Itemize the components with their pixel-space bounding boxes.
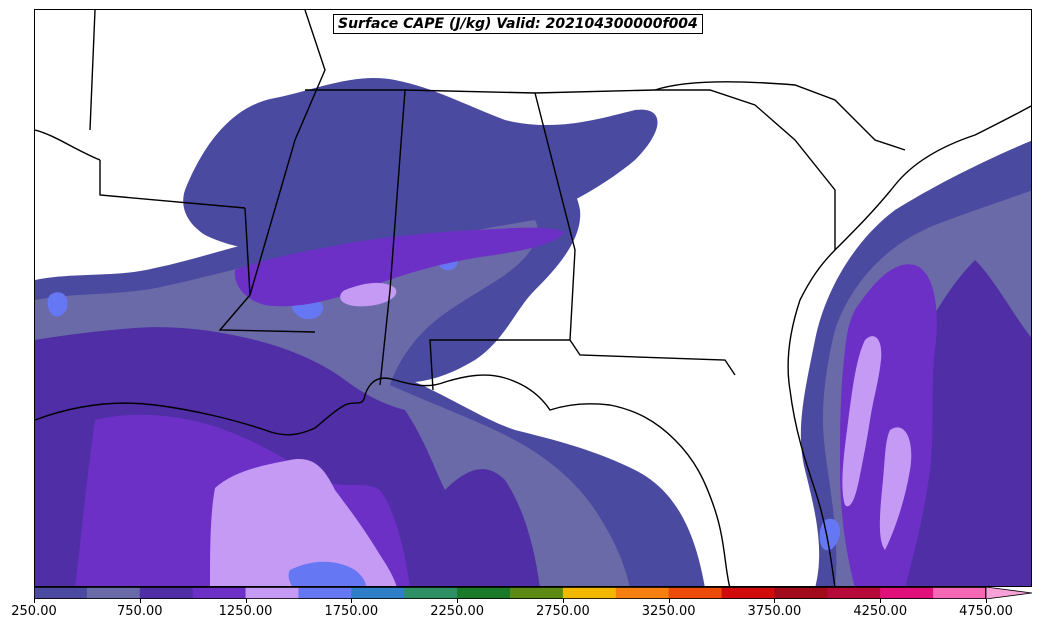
colorbar-tick [139,599,141,603]
colorbar-segment [510,587,564,599]
colorbar-segment [192,587,247,599]
colorbar-tick [562,599,564,603]
west-vertical [89,10,96,131]
colorbar-segment [457,587,511,599]
colorbar-segment [615,587,670,599]
colorbar-tick [986,599,987,603]
state-lines-west [35,129,251,296]
state-lines-al [404,89,576,391]
cape-region-gulf-l5 [210,459,397,586]
colorbar-tick [668,599,670,603]
colorbar-segment [933,587,987,599]
state-lines-ms [218,89,406,386]
colorbar-tick [34,599,35,603]
atlantic-coastline [787,105,1031,586]
cape-region-west-l6 [47,292,68,317]
colorbar-tick-label: 1750.00 [324,604,379,619]
colorbar-segment [404,587,458,599]
cape-region-atlantic-l5b [879,427,912,550]
colorbar-tick-label: 3250.00 [641,604,696,619]
colorbar-tick-label: 4250.00 [853,604,908,619]
colorbar-segment [721,587,775,599]
colorbar [34,587,1033,599]
colorbar-segment [86,587,141,599]
colorbar-tick [351,599,353,603]
colorbar-tick-label: 750.00 [117,604,163,619]
cape-region-band-l1 [183,77,658,252]
state-lines-tn [249,10,326,296]
cape-fills [35,77,1031,586]
map-panel: Surface CAPE (J/kg) Valid: 202104300000f… [34,9,1032,587]
map-title: Surface CAPE (J/kg) Valid: 202104300000f… [333,14,703,34]
gulf-coastline [35,374,731,586]
colorbar-segment [562,587,617,599]
cape-region-gulf-l6 [288,561,366,586]
colorbar-tick [880,599,882,603]
colorbar-segment [351,587,405,599]
colorbar-tick-label: 1250.00 [218,604,273,619]
boundaries [35,10,1031,586]
colorbar-tick-label: 3750.00 [747,604,802,619]
colorbar-extend-arrow [985,587,1033,599]
state-lines-north [654,81,906,151]
colorbar-segment [298,587,352,599]
cape-region-atlantic-l5 [842,336,882,507]
cape-map [35,10,1031,586]
colorbar-outline [34,587,986,599]
colorbar-tick-label: 2250.00 [430,604,484,619]
colorbar-tick [457,599,459,603]
colorbar-tick [774,599,776,603]
colorbar-segment [827,587,881,599]
colorbar-segment [880,587,934,599]
colorbar-segment [245,587,299,599]
colorbar-tick-label: 250.00 [11,604,57,619]
colorbar-tick-label: 2750.00 [535,604,590,619]
cape-region-band-l5 [340,282,397,307]
colorbar-segment [668,587,723,599]
cape-region-band-l4 [234,227,565,307]
colorbar-tick [245,599,247,603]
colorbar-segment [139,587,194,599]
colorbar-tick-label: 4750.00 [959,604,1013,619]
colorbar-segment [34,587,88,599]
colorbar-segment [774,587,828,599]
